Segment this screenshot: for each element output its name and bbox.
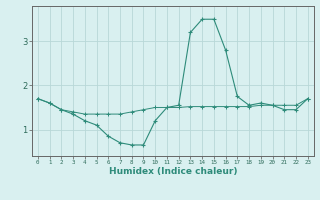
X-axis label: Humidex (Indice chaleur): Humidex (Indice chaleur) — [108, 167, 237, 176]
